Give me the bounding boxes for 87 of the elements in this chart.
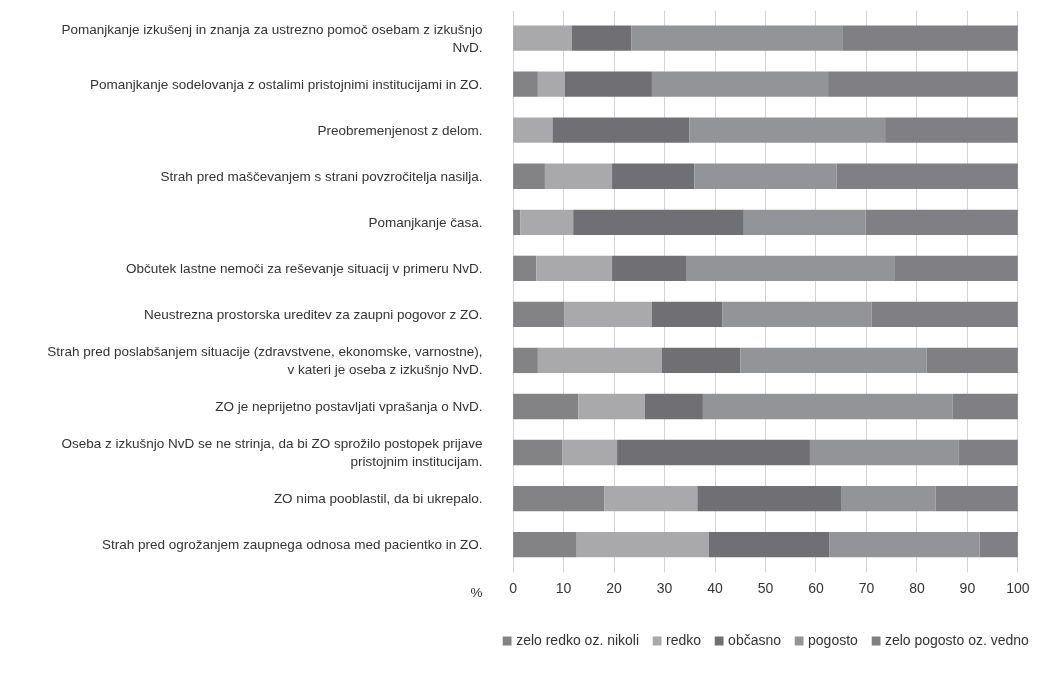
bar: [564, 301, 652, 328]
x-tick-label: 100: [1006, 580, 1030, 597]
bar: [828, 71, 1018, 97]
bar: [537, 347, 663, 374]
bar: [612, 163, 695, 189]
x-tick-label: 40: [707, 580, 724, 597]
bar: [520, 209, 574, 235]
bar: [689, 117, 886, 143]
y-tick-label: ZO je neprijetno postavljati vprašanja o NvD.: [215, 398, 483, 414]
x-tick-label: 20: [606, 580, 623, 597]
legend-label: zelo redko oz. nikoli: [516, 632, 640, 648]
bar: [979, 531, 1018, 558]
bar: [662, 347, 741, 374]
bar: [573, 209, 744, 235]
bar: [513, 25, 572, 51]
bar: [702, 393, 953, 420]
bar: [631, 25, 843, 51]
bar: [617, 439, 810, 466]
bar: [926, 347, 1018, 374]
bar: [836, 163, 1018, 189]
bar: [562, 439, 618, 466]
bar: [513, 209, 521, 235]
bar: [604, 485, 698, 512]
bar: [578, 393, 645, 420]
bar: [708, 531, 830, 558]
bar: [952, 393, 1018, 420]
bar: [513, 255, 537, 281]
bar: [612, 255, 687, 281]
bar: [958, 439, 1018, 466]
y-tick-label: Strah pred poslabšanjem situacije (zdravstvene, ekonomske, varnostne), v kateri je oseba z izkušnjo NvD.: [47, 343, 483, 377]
bar: [544, 163, 613, 189]
y-tick-label: Neustrezna prostorska ureditev za zaupni pogovor z ZO.: [144, 306, 483, 322]
bar: [697, 485, 842, 512]
bar: [809, 439, 959, 466]
y-tick-label: Pomanjkanje časa.: [368, 214, 483, 230]
bar: [513, 485, 605, 512]
x-tick-label: 10: [555, 580, 572, 597]
bar: [644, 393, 703, 420]
bar: [740, 347, 927, 374]
bar: [841, 485, 936, 512]
y-tick-label: Strah pred ogrožanjem zaupnega odnosa med pacientko in ZO.: [102, 537, 483, 553]
legend-label: občasno: [728, 632, 782, 648]
y-tick-label: Preobremenjenost z delom.: [317, 122, 483, 138]
x-tick-label: 90: [959, 580, 976, 597]
legend-label: pogosto: [808, 632, 858, 648]
bar: [513, 117, 553, 143]
bar: [513, 71, 538, 97]
bar: [694, 163, 837, 189]
bar: [722, 301, 872, 328]
x-tick-label: 30: [656, 580, 673, 597]
legend-label: zelo pogosto oz. vedno: [884, 632, 1029, 648]
x-tick-label: 80: [909, 580, 925, 597]
bar: [871, 301, 1018, 328]
y-tick-label: Pomanjkanje izkušenj in znanja za ustrezno pomoč osebam z izkušnjo NvD.: [61, 21, 483, 55]
bar: [686, 255, 895, 281]
bar: [651, 71, 829, 97]
bar: [743, 209, 866, 235]
bar: [552, 117, 690, 143]
bar: [571, 25, 632, 51]
x-tick-label: 0: [509, 580, 518, 597]
bar: [564, 71, 652, 97]
bar: [829, 531, 980, 558]
bar: [513, 163, 545, 189]
y-tick-label: Občutek lastne nemoči za reševanje situacij v primeru NvD.: [126, 260, 483, 276]
bar: [894, 255, 1018, 281]
bar: [513, 347, 538, 374]
bar: [513, 439, 563, 466]
bar: [935, 485, 1018, 512]
bar: [537, 71, 565, 97]
bar: [651, 301, 723, 328]
bar: [885, 117, 1018, 143]
bar: [536, 255, 613, 281]
bar: [513, 301, 565, 328]
bar: [513, 393, 579, 420]
bar: [842, 25, 1018, 51]
bar: [513, 531, 577, 558]
legend-label: redko: [666, 632, 702, 648]
x-tick-label: 60: [808, 580, 824, 597]
bar: [576, 531, 709, 558]
x-tick-label: 50: [757, 580, 774, 597]
bar: [865, 209, 1018, 235]
x-axis-title: %: [470, 585, 483, 601]
x-tick-label: 70: [858, 580, 875, 597]
y-tick-label: ZO nima pooblastil, da bi ukrepalo.: [273, 491, 483, 507]
y-tick-label: Pomanjkanje sodelovanja z ostalimi pristojnimi institucijami in ZO.: [90, 76, 483, 92]
y-tick-label: Strah pred maščevanjem s strani povzročitelja nasilja.: [160, 168, 483, 184]
y-tick-label: Oseba z izkušnjo NvD se ne strinja, da bi ZO sprožilo postopek prijave pristojnim institucijam.: [61, 436, 483, 470]
